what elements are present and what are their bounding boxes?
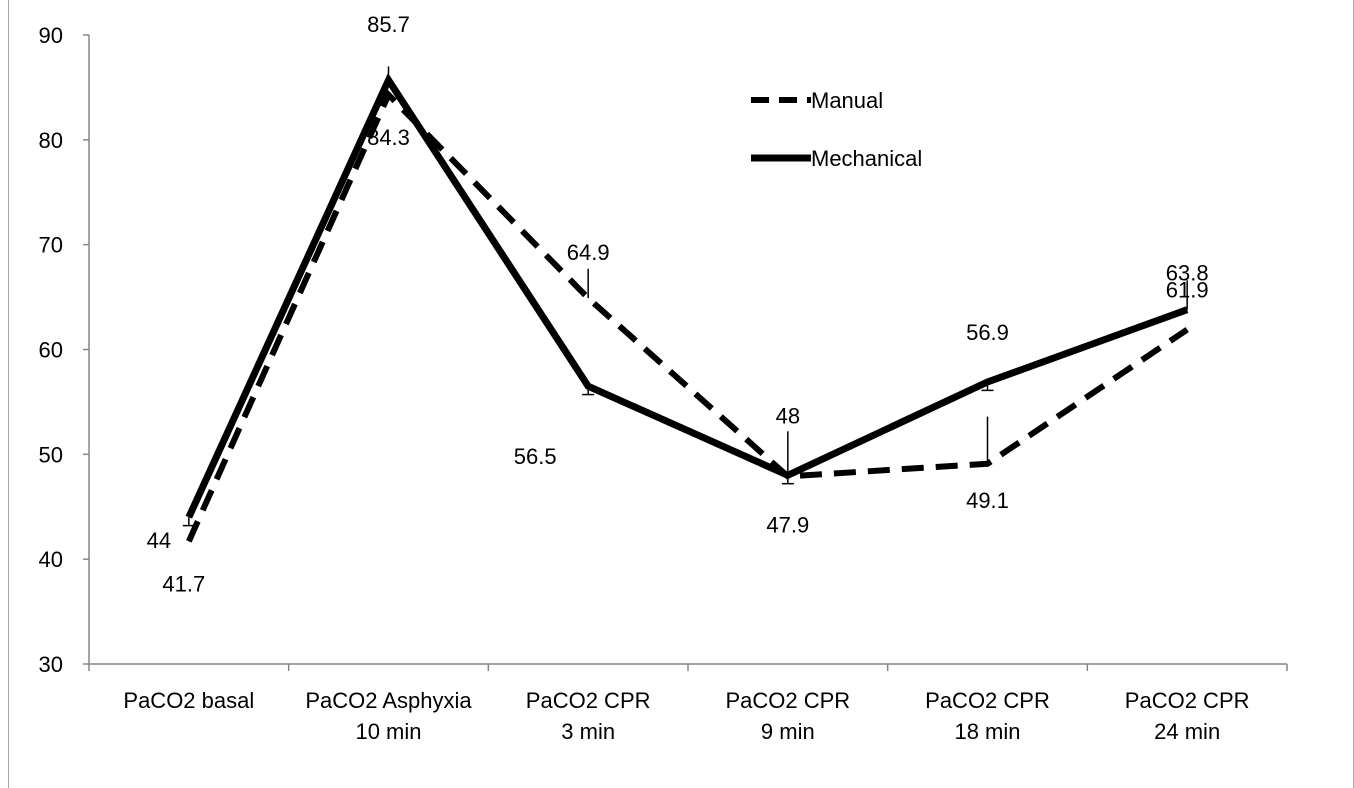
data-label-manual: 64.9 [567,240,610,265]
y-tick-label: 60 [39,338,63,363]
data-label-mechanical: 48 [776,403,800,428]
x-tick-label: PaCO2 basal [123,688,254,713]
x-tick-label: PaCO2 Asphyxia [305,688,472,713]
series-line-mechanical [185,72,1189,519]
y-tick-label: 70 [39,233,63,258]
x-tick-label: PaCO2 CPR [925,688,1050,713]
legend-label-mechanical: Mechanical [811,146,922,171]
y-tick-label: 80 [39,128,63,153]
data-label-mechanical: 63.8 [1166,261,1209,286]
data-label-manual: 84.3 [367,125,410,150]
legend-label-manual: Manual [811,88,883,113]
y-tick-label: 50 [39,442,63,467]
x-tick-label: PaCO2 CPR [1125,688,1250,713]
x-tick-label: 10 min [355,719,421,744]
series-line-manual [186,89,1189,543]
x-tick-label: PaCO2 CPR [725,688,850,713]
x-tick-label: PaCO2 CPR [526,688,651,713]
x-tick-label: 3 min [561,719,615,744]
data-label-mechanical: 56.9 [966,320,1009,345]
data-label-mechanical: 44 [147,528,171,553]
y-tick-label: 90 [39,23,63,48]
data-label-mechanical: 56.5 [514,444,557,469]
data-label-manual: 49.1 [966,488,1009,513]
data-label-manual: 47.9 [766,512,809,537]
data-label-mechanical: 85.7 [367,12,410,37]
x-tick-label: 24 min [1154,719,1220,744]
y-tick-label: 30 [39,652,63,677]
x-tick-label: 18 min [954,719,1020,744]
data-label-manual: 61.9 [1166,278,1209,303]
data-label-manual: 41.7 [162,571,205,596]
chart-frame [8,0,1354,788]
y-tick-label: 40 [39,547,63,572]
x-tick-label: 9 min [761,719,815,744]
